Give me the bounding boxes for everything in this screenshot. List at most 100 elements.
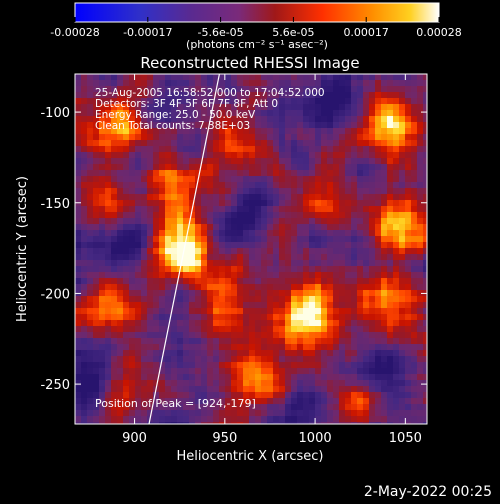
heatmap-cell <box>351 74 358 81</box>
heatmap-cell <box>207 284 214 291</box>
heatmap-cell <box>321 398 328 405</box>
heatmap-cell <box>141 320 148 327</box>
heatmap-cell <box>123 194 130 201</box>
heatmap-cell <box>87 416 94 423</box>
heatmap-cell <box>159 368 166 375</box>
heatmap-cell <box>285 296 292 303</box>
heatmap-cell <box>177 104 184 111</box>
heatmap-cell <box>381 104 388 111</box>
heatmap-cell <box>387 182 394 189</box>
heatmap-cell <box>75 230 82 237</box>
heatmap-cell <box>141 230 148 237</box>
heatmap-cell <box>147 170 154 177</box>
heatmap-cell <box>339 410 346 417</box>
heatmap-cell <box>339 110 346 117</box>
heatmap-cell <box>291 116 298 123</box>
heatmap-cell <box>345 332 352 339</box>
heatmap-cell <box>249 260 256 267</box>
heatmap-cell <box>297 278 304 285</box>
heatmap-cell <box>297 116 304 123</box>
heatmap-cell <box>183 320 190 327</box>
heatmap-cell <box>195 152 202 159</box>
heatmap-cell <box>231 218 238 225</box>
heatmap-cell <box>411 422 418 424</box>
heatmap-cell <box>195 362 202 369</box>
heatmap-cell <box>273 320 280 327</box>
heatmap-cell <box>219 128 226 135</box>
heatmap-cell <box>87 326 94 333</box>
heatmap-cell <box>345 86 352 93</box>
heatmap-cell <box>423 152 427 159</box>
heatmap-cell <box>243 128 250 135</box>
heatmap-cell <box>375 278 382 285</box>
heatmap-cell <box>291 152 298 159</box>
heatmap-cell <box>237 314 244 321</box>
heatmap-cell <box>315 182 322 189</box>
heatmap-cell <box>399 356 406 363</box>
heatmap-cell <box>81 338 88 345</box>
heatmap-cell <box>297 380 304 387</box>
heatmap-cell <box>177 176 184 183</box>
heatmap-cell <box>381 74 388 81</box>
heatmap-cell <box>93 254 100 261</box>
heatmap-cell <box>207 110 214 117</box>
heatmap-cell <box>201 182 208 189</box>
heatmap-cell <box>123 392 130 399</box>
heatmap-cell <box>201 314 208 321</box>
heatmap-cell <box>399 272 406 279</box>
heatmap-cell <box>393 116 400 123</box>
heatmap-cell <box>291 74 298 81</box>
heatmap-cell <box>339 242 346 249</box>
heatmap-cell <box>363 356 370 363</box>
heatmap-cell <box>327 236 334 243</box>
heatmap-cell <box>297 92 304 99</box>
heatmap-cell <box>399 362 406 369</box>
heatmap-cell <box>141 212 148 219</box>
heatmap-cell <box>165 314 172 321</box>
heatmap-cell <box>291 80 298 87</box>
heatmap-cell <box>381 284 388 291</box>
heatmap-cell <box>423 80 427 87</box>
heatmap-cell <box>207 308 214 315</box>
heatmap-cell <box>291 110 298 117</box>
heatmap-cell <box>135 266 142 273</box>
heatmap-cell <box>219 398 226 405</box>
heatmap-cell <box>81 98 88 105</box>
heatmap-cell <box>267 224 274 231</box>
heatmap-cell <box>177 122 184 129</box>
heatmap-cell <box>405 152 412 159</box>
heatmap-cell <box>183 386 190 393</box>
heatmap-cell <box>417 398 424 405</box>
heatmap-cell <box>225 422 232 424</box>
heatmap-cell <box>327 290 334 297</box>
heatmap-cell <box>375 224 382 231</box>
heatmap-cell <box>147 392 154 399</box>
heatmap-cell <box>375 200 382 207</box>
heatmap-cell <box>273 110 280 117</box>
heatmap-cell <box>159 212 166 219</box>
heatmap-cell <box>147 236 154 243</box>
heatmap-cell <box>423 404 427 411</box>
heatmap-cell <box>393 368 400 375</box>
heatmap-cell <box>285 194 292 201</box>
heatmap-cell <box>225 218 232 225</box>
heatmap-cell <box>297 398 304 405</box>
heatmap-cell <box>411 86 418 93</box>
heatmap-cell <box>273 284 280 291</box>
heatmap-cell <box>75 74 82 81</box>
heatmap-cell <box>357 176 364 183</box>
heatmap-cell <box>93 128 100 135</box>
heatmap-cell <box>249 212 256 219</box>
heatmap-cell <box>417 152 424 159</box>
heatmap-cell <box>261 248 268 255</box>
heatmap-cell <box>387 290 394 297</box>
heatmap-cell <box>219 212 226 219</box>
chart-title: Reconstructed RHESSI Image <box>140 54 359 72</box>
heatmap-cell <box>321 146 328 153</box>
heatmap-cell <box>255 272 262 279</box>
heatmap-cell <box>387 392 394 399</box>
heatmap-cell <box>423 248 427 255</box>
heatmap-cell <box>303 212 310 219</box>
heatmap-cell <box>243 206 250 213</box>
heatmap-cell <box>195 200 202 207</box>
